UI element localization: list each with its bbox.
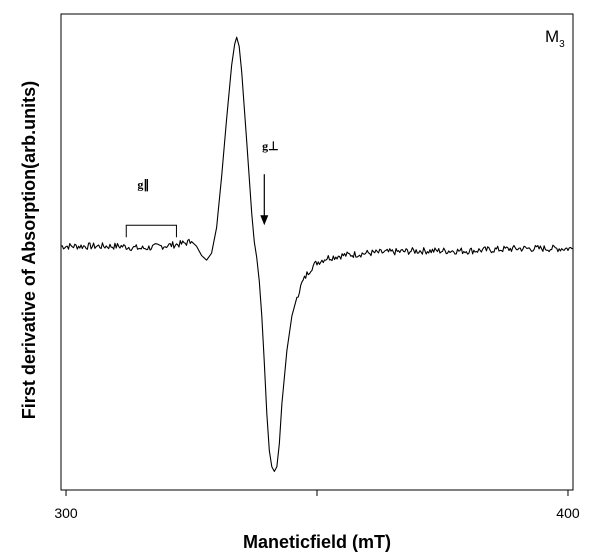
sample-label-main: M (545, 27, 559, 46)
plot-frame (60, 13, 574, 491)
x-ticks: 300 400 (54, 490, 580, 521)
sample-label: M3 (545, 27, 565, 50)
sample-label-sub: 3 (559, 39, 565, 50)
g-perp-label: g⊥ (262, 139, 278, 153)
x-tick-label-400: 400 (556, 505, 580, 521)
series-group (60, 36, 574, 472)
g-perp-arrow-head (260, 215, 269, 226)
series-line-0 (60, 36, 574, 472)
g-parallel-bracket (125, 224, 177, 238)
g-parallel-label: g∥ (137, 177, 149, 191)
x-axis-title: Maneticfield (mT) (243, 532, 391, 552)
x-tick-label-300: 300 (54, 505, 78, 521)
y-axis-title: First derivative of Absorption(arb.units… (19, 81, 39, 419)
annotations: g∥ g⊥ (125, 139, 279, 238)
